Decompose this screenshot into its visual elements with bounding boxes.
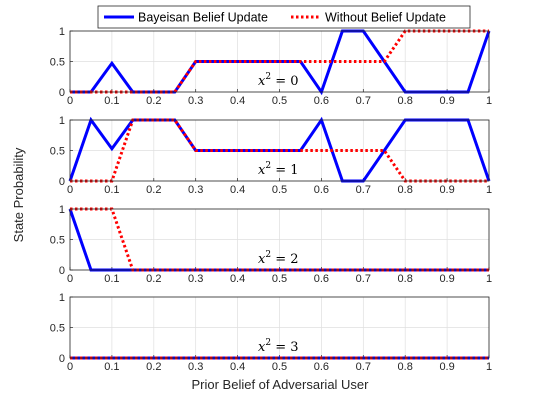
x-tick-label: 0.4 [230,273,245,285]
axes-box [69,119,490,182]
legend-label-without: Without Belief Update [325,11,446,25]
x-tick-label: 0.4 [230,95,245,107]
x-tick-label: 0.1 [104,361,119,373]
y-tick-label: 0 [59,87,65,99]
legend: Bayeisan Belief Update Without Belief Up… [97,5,471,29]
x-axis-label: Prior Belief of Adversarial User [191,377,369,392]
y-tick-label: 0 [59,353,65,365]
x-tick-label: 0.3 [188,273,203,285]
x-tick-label: 0.7 [356,95,371,107]
x-tick-label: 0.8 [398,95,413,107]
x-tick-label: 1 [486,95,492,107]
x-tick-label: 0 [67,361,73,373]
legend-label-bayesian: Bayeisan Belief Update [138,11,268,25]
x-tick-label: 0.9 [439,273,454,285]
subplot-2: 0 0.1 0.2 0.3 0.4 0.5 0.6 0.7 0.8 0.9 1 0 0.5 1 x2 = 2 [50,204,492,285]
x-tick-label: 0.7 [356,361,371,373]
subplot-0: 0 0.1 0.2 0.3 0.4 0.5 0.6 0.7 0.8 0.9 1 0 0.5 1 x2 = 0 [50,26,492,107]
y-tick-label: 1 [59,26,65,38]
panel-annotation: x2 = 1 [258,161,299,178]
y-tick-label: 0.5 [50,146,65,158]
y-axis-label: State Probability [11,147,26,242]
x-tick-label: 0.2 [146,95,161,107]
x-tick-label: 0.2 [146,273,161,285]
x-tick-label: 0.6 [314,184,329,196]
x-tick-label: 0 [67,273,73,285]
y-tick-label: 1 [59,115,65,127]
x-tick-label: 0.8 [398,273,413,285]
x-tick-label: 0.8 [398,184,413,196]
panel-annotation: x2 = 3 [258,338,299,355]
panel-annotation: x2 = 2 [258,250,299,267]
y-tick-label: 0 [59,176,65,188]
x-tick-label: 0.3 [188,184,203,196]
x-tick-label: 0.1 [104,273,119,285]
x-tick-label: 0.3 [188,361,203,373]
x-tick-label: 0.3 [188,95,203,107]
x-tick-label: 1 [486,361,492,373]
x-tick-label: 0.2 [146,361,161,373]
x-tick-label: 0.4 [230,361,245,373]
x-tick-label: 0.5 [272,273,287,285]
x-tick-label: 0.4 [230,184,245,196]
x-tick-label: 0.2 [146,184,161,196]
axes-box [69,30,490,93]
x-tick-label: 0.5 [272,184,287,196]
x-tick-label: 0.6 [314,361,329,373]
x-tick-label: 0.9 [439,184,454,196]
x-tick-label: 0 [67,184,73,196]
x-tick-label: 1 [486,184,492,196]
x-tick-label: 1 [486,273,492,285]
y-tick-label: 0.5 [50,323,65,335]
x-tick-label: 0.5 [272,95,287,107]
panel-annotation: x2 = 0 [258,72,299,89]
x-tick-label: 0.9 [439,95,454,107]
y-tick-label: 1 [59,292,65,304]
x-tick-label: 0.9 [439,361,454,373]
x-tick-label: 0 [67,95,73,107]
x-tick-label: 0.7 [356,273,371,285]
y-tick-label: 0.5 [50,235,65,247]
x-tick-label: 0.1 [104,95,119,107]
axes-box [69,208,490,271]
x-tick-label: 0.7 [356,184,371,196]
x-tick-label: 0.5 [272,361,287,373]
y-tick-label: 0 [59,265,65,277]
legend-box [97,5,471,29]
x-tick-label: 0.8 [398,361,413,373]
x-tick-label: 0.6 [314,273,329,285]
subplot-3: 0 0.1 0.2 0.3 0.4 0.5 0.6 0.7 0.8 0.9 1 0 0.5 1 x2 = 3 [50,292,492,373]
subplot-1: 0 0.1 0.2 0.3 0.4 0.5 0.6 0.7 0.8 0.9 1 0 0.5 1 x2 = 1 [50,115,492,196]
x-tick-label: 0.1 [104,184,119,196]
axes-box [69,296,490,359]
y-tick-label: 0.5 [50,57,65,69]
y-tick-label: 1 [59,204,65,216]
x-tick-label: 0.6 [314,95,329,107]
